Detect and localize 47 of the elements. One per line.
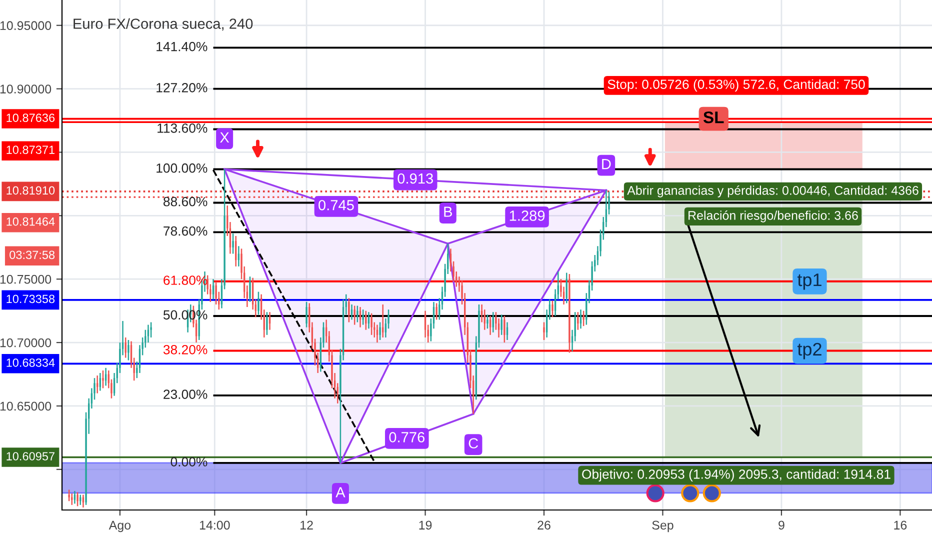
annotation: 141.40% bbox=[156, 42, 208, 52]
ref-line-label: 10.68334 bbox=[6, 358, 55, 367]
annotation: X bbox=[220, 132, 230, 142]
text: 03:37:58 bbox=[10, 250, 55, 260]
x-tick-label: 26 bbox=[538, 520, 550, 530]
ref-line-label: 10.81464 bbox=[6, 217, 55, 226]
y-tick-label: 10.75000 bbox=[0, 274, 52, 284]
annotation: tp1 bbox=[797, 274, 822, 290]
annotation: B bbox=[444, 206, 452, 217]
y-tick-label: 10.70000 bbox=[0, 338, 52, 348]
annotation: 127.20% bbox=[156, 83, 208, 92]
annotation: 0.913 bbox=[398, 173, 433, 184]
annotation: A bbox=[336, 487, 346, 498]
annotation: Stop: 0.05726 (0.53%) 572.6, Cantidad: 750 bbox=[608, 79, 865, 92]
annotation: tp2 bbox=[797, 342, 822, 360]
x-tick-label: 12 bbox=[300, 520, 313, 530]
annotation: 38.20% bbox=[163, 344, 208, 354]
annotation: D bbox=[602, 159, 611, 170]
annotation: 0.00% bbox=[170, 457, 208, 466]
x-tick-label: 16 bbox=[894, 520, 907, 530]
text: Euro FX/Corona sueca, 240 bbox=[74, 18, 253, 31]
annotation: 0.745 bbox=[318, 200, 354, 210]
x-tick-label: 14:00 bbox=[200, 520, 230, 530]
y-tick-label: 10.90000 bbox=[0, 84, 52, 94]
x-tick-label: Sep bbox=[652, 520, 674, 532]
x-tick-label: 19 bbox=[419, 520, 432, 530]
annotation: SL bbox=[703, 111, 724, 124]
annotation: 100.00% bbox=[156, 163, 208, 173]
annotation: 78.60% bbox=[164, 226, 208, 236]
annotation: Objetivo: 0.20953 (1.94%) 2095.3, cantidad: 1914.81 bbox=[582, 469, 890, 482]
ref-line-label: 10.87371 bbox=[6, 146, 54, 154]
annotation: 113.60% bbox=[158, 123, 208, 133]
x-tick-label: 9 bbox=[778, 520, 784, 530]
annotation: 23.00% bbox=[164, 390, 208, 399]
y-tick-label: 10.95000 bbox=[0, 21, 52, 30]
annotation: Relación riesgo/beneficio: 3.66 bbox=[688, 210, 858, 222]
y-tick-label: 10.65000 bbox=[0, 402, 52, 411]
annotation: C bbox=[468, 438, 478, 448]
ref-line-label: 10.60957 bbox=[6, 452, 54, 460]
annotation: 0.776 bbox=[389, 432, 424, 442]
ref-line-label: 10.87636 bbox=[6, 114, 55, 122]
annotation: 88.60% bbox=[164, 196, 208, 206]
ref-line-label: 10.81910 bbox=[6, 186, 55, 195]
annotation: 1.289 bbox=[510, 210, 545, 221]
ref-line-label: 10.73358 bbox=[6, 294, 55, 304]
annotation: Abrir ganancias y pérdidas: 0.00446, Cantidad: 4366 bbox=[627, 186, 918, 198]
x-tick-label: Ago bbox=[108, 520, 131, 532]
